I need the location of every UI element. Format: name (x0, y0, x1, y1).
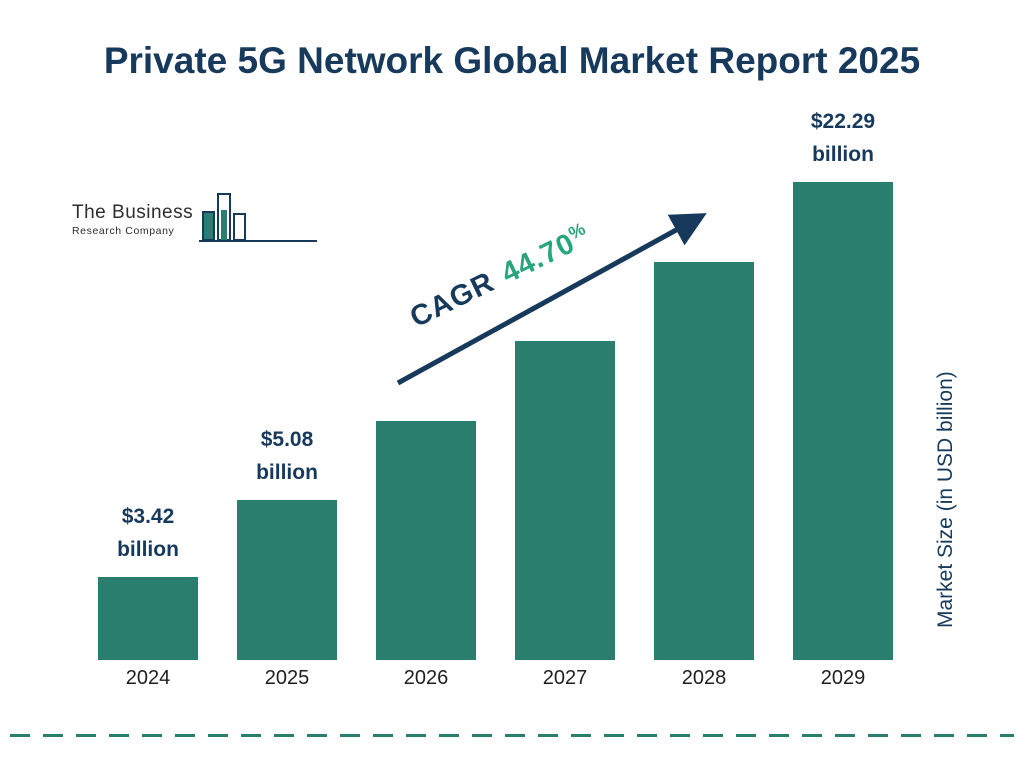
bar-column: 2026 (376, 421, 476, 690)
logo-company-name: The Business (72, 202, 194, 223)
bar-value-label: $22.29 billion (810, 109, 876, 167)
chart-title: Private 5G Network Global Market Report … (103, 40, 921, 81)
bar (376, 421, 476, 660)
bar-column: $5.08 billion 2025 (237, 423, 337, 690)
x-axis-label: 2027 (542, 667, 588, 689)
bar-column: $22.29 billion 2029 (793, 105, 893, 690)
x-axis-label: 2025 (264, 667, 310, 689)
bar-value-label: $3.42 billion (117, 504, 179, 562)
bar (237, 500, 337, 660)
bottom-dashed-divider (10, 734, 1014, 737)
bar-column: 2028 (654, 262, 754, 690)
logo: The Business Research Company (72, 188, 319, 254)
bar (654, 262, 754, 660)
logo-bars-icon (199, 193, 318, 242)
x-axis-label: 2028 (681, 667, 727, 689)
bar-column: 2027 (515, 341, 615, 690)
logo-text: The Business Research Company (72, 188, 193, 237)
y-axis-label: Market Size (in USD billion) (934, 371, 957, 629)
x-axis-label: 2024 (125, 667, 171, 689)
bar (98, 577, 198, 660)
bar-group: $3.42 billion 2024 $5.08 billion 2025 2026 20… (98, 105, 893, 690)
x-axis-label: 2026 (403, 667, 449, 689)
x-axis-label: 2029 (820, 667, 866, 689)
bar (793, 182, 893, 660)
logo-company-subtitle: Research Company (72, 225, 175, 237)
bar (515, 341, 615, 660)
bar-value-label: $5.08 billion (256, 427, 318, 485)
bar-column: $3.42 billion 2024 (98, 500, 198, 690)
